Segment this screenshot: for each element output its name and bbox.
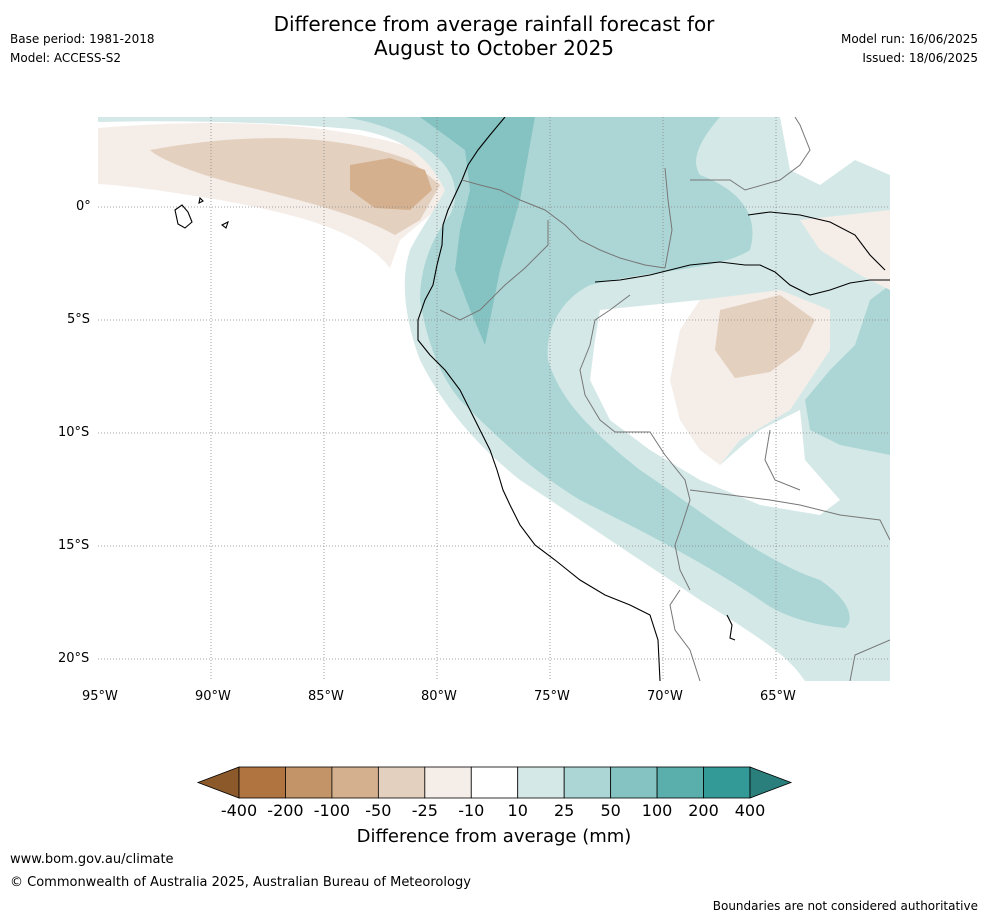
colorbar [196,766,793,799]
colorbar-arrow-right [749,766,793,799]
lon-label-80w: 80°W [421,689,457,704]
colorbar-tick-label: -100 [313,801,351,820]
issued-date: Issued: 18/06/2025 [862,51,978,65]
website-url: www.bom.gov.au/climate [10,852,174,867]
model-run: Model run: 16/06/2025 [840,32,978,46]
lat-label-10s: 10°S [58,425,90,440]
colorbar-tick-label: 400 [734,801,766,820]
colorbar-swatch [377,766,426,799]
colorbar-tick-label: -50 [365,801,392,820]
lat-label-15s: 15°S [58,538,90,553]
colorbar-swatch [331,766,379,799]
lon-label-90w: 90°W [195,689,231,704]
colorbar-title: Difference from average (mm) [356,826,632,847]
lon-label-95w: 95°W [82,689,118,704]
colorbar-swatch [610,766,658,799]
colorbar-tick-label: 10 [507,801,528,820]
colorbar-swatch [517,766,565,799]
coastline [174,117,890,681]
title-line-2: August to October 2025 [373,36,615,60]
title-line-1: Difference from average rainfall forecas… [273,12,715,36]
colorbar-swatch [656,766,704,799]
colorbar-swatch [703,766,751,799]
dry-core [350,158,432,210]
colorbar-tick-label: -400 [220,801,258,820]
lon-label-85w: 85°W [308,689,344,704]
lat-label-20s: 20°S [58,651,90,666]
colorbar-tick-label: -25 [411,801,438,820]
map-shading [98,117,890,681]
colorbar-swatch [470,766,519,799]
colorbar-tick-label: 200 [688,801,719,820]
base-period: Base period: 1981-2018 [10,32,155,46]
colorbar-tick-label: 25 [553,801,575,820]
north-white [780,117,890,185]
lon-label-65w: 65°W [760,689,796,704]
colorbar-arrow-left [196,766,240,799]
wet-band-strong [420,117,535,345]
lon-label-70w: 70°W [647,689,683,704]
page-title: Difference from average rainfall forecas… [0,12,988,60]
dry-interior-core [715,295,815,378]
colorbar-swatch [563,766,612,799]
lat-label-5s: 5°S [67,312,91,327]
colorbar-swatches [196,766,793,799]
colorbar-swatch [424,766,472,799]
colorbar-swatch [285,766,333,799]
borders [439,117,890,681]
east-wet [805,285,890,455]
colorbar-tick-label: -10 [458,801,485,820]
lon-label-75w: 75°W [534,689,570,704]
lat-label-0: 0° [76,199,91,214]
northeast-dry [800,210,890,290]
colorbar-swatch [238,766,286,799]
colorbar-tick-label: -200 [267,801,304,820]
copyright-text: © Commonwealth of Australia 2025, Austra… [10,875,471,890]
graticule [98,117,890,681]
colorbar-tick-label: 50 [600,801,621,820]
colorbar-tick-label: 100 [641,801,673,820]
interior-neutral [590,300,840,515]
disclaimer-text: Boundaries are not considered authoritat… [712,899,978,913]
model-name: Model: ACCESS-S2 [10,51,122,65]
